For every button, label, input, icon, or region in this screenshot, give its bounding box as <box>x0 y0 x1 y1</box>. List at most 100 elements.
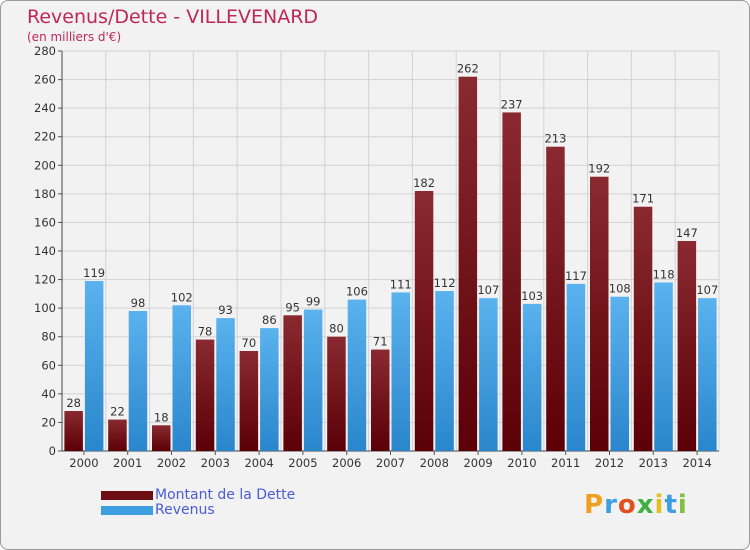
bar-revenus <box>128 311 148 451</box>
y-tick-label: 80 <box>41 330 56 344</box>
bar-revenus <box>172 305 191 451</box>
logo-letter: i <box>654 490 665 520</box>
legend-item-revenus: Revenus <box>101 502 215 518</box>
y-tick-label: 240 <box>34 101 56 115</box>
legend-swatch-debt <box>101 490 153 500</box>
y-tick-label: 120 <box>34 273 56 287</box>
x-tick-label: 2009 <box>463 456 492 470</box>
data-label-debt: 262 <box>457 62 479 76</box>
bar-debt <box>239 351 259 451</box>
x-tick-label: 2000 <box>69 456 98 470</box>
x-tick-label: 2001 <box>113 456 142 470</box>
bar-revenus <box>698 298 717 451</box>
x-tick-label: 2002 <box>157 456 186 470</box>
data-label-revenus: 98 <box>131 296 146 310</box>
bar-debt <box>64 411 83 451</box>
logo-letter: t <box>664 490 678 520</box>
y-tick-label: 200 <box>34 158 56 172</box>
data-label-debt: 28 <box>66 396 81 410</box>
data-label-debt: 171 <box>632 192 654 206</box>
bar-debt <box>633 206 653 451</box>
bar-debt <box>590 176 609 451</box>
x-tick-label: 2007 <box>376 456 405 470</box>
y-tick-label: 140 <box>34 244 56 258</box>
bar-debt <box>414 191 434 451</box>
bar-revenus <box>260 328 279 451</box>
x-tick-label: 2011 <box>551 456 580 470</box>
data-label-debt: 70 <box>242 336 257 350</box>
data-label-debt: 213 <box>544 132 566 146</box>
legend-label-debt: Montant de la Dette <box>155 487 296 503</box>
data-label-revenus: 93 <box>218 303 233 317</box>
data-label-revenus: 107 <box>477 283 499 297</box>
bar-revenus <box>654 282 673 451</box>
data-label-revenus: 108 <box>609 282 631 296</box>
x-tick-label: 2010 <box>507 456 536 470</box>
logo-letter: r <box>604 490 618 520</box>
data-label-revenus: 112 <box>434 276 456 290</box>
data-label-revenus: 117 <box>565 269 587 283</box>
y-tick-label: 160 <box>34 215 56 229</box>
x-tick-label: 2013 <box>639 456 668 470</box>
x-tick-label: 2004 <box>244 456 273 470</box>
data-label-debt: 71 <box>373 335 388 349</box>
bar-revenus <box>610 296 629 451</box>
bar-revenus <box>566 283 586 451</box>
bar-debt <box>152 425 171 451</box>
data-label-revenus: 99 <box>306 295 321 309</box>
y-tick-label: 180 <box>34 187 56 201</box>
data-label-debt: 192 <box>588 162 610 176</box>
y-tick-label: 100 <box>34 301 56 315</box>
bar-debt <box>108 419 127 451</box>
logo-letter: o <box>617 490 637 520</box>
x-tick-label: 2008 <box>420 456 449 470</box>
bar-debt <box>283 315 302 451</box>
legend-swatch-revenus <box>101 505 153 515</box>
data-label-revenus: 119 <box>83 266 105 280</box>
y-tick-label: 20 <box>41 415 56 429</box>
y-tick-label: 0 <box>49 444 56 458</box>
y-tick-label: 60 <box>41 358 56 372</box>
data-label-revenus: 102 <box>171 290 193 304</box>
chart-title: Revenus/Dette - VILLEVENARD <box>27 6 319 28</box>
bar-revenus <box>216 318 235 451</box>
data-label-revenus: 106 <box>346 285 368 299</box>
data-label-debt: 18 <box>154 410 169 424</box>
bar-revenus <box>435 291 454 451</box>
logo-letter: P <box>584 490 605 520</box>
data-label-debt: 22 <box>110 405 125 419</box>
bar-debt <box>677 241 697 451</box>
data-label-revenus: 107 <box>696 283 718 297</box>
bar-revenus <box>84 281 104 451</box>
data-label-debt: 237 <box>501 97 523 111</box>
bar-debt <box>371 349 390 451</box>
bar-revenus <box>347 299 367 451</box>
data-label-revenus: 111 <box>390 277 412 291</box>
bar-revenus <box>391 292 410 451</box>
bar-revenus <box>522 303 542 451</box>
x-tick-label: 2012 <box>595 456 624 470</box>
bar-debt <box>546 146 565 451</box>
data-label-debt: 147 <box>676 226 698 240</box>
data-label-debt: 80 <box>329 322 344 336</box>
logo-letter: x <box>636 490 655 520</box>
x-tick-label: 2003 <box>201 456 230 470</box>
y-tick-label: 220 <box>34 130 56 144</box>
legend-label-revenus: Revenus <box>155 502 215 518</box>
bar-debt <box>195 339 215 451</box>
data-label-debt: 182 <box>413 176 435 190</box>
x-tick-label: 2014 <box>682 456 711 470</box>
bar-debt <box>502 112 521 451</box>
data-label-debt: 78 <box>198 325 213 339</box>
data-label-revenus: 103 <box>521 289 543 303</box>
data-label-revenus: 118 <box>653 267 675 281</box>
bar-debt <box>327 336 346 451</box>
y-tick-label: 280 <box>34 44 56 58</box>
x-tick-label: 2005 <box>288 456 317 470</box>
data-label-revenus: 86 <box>262 313 277 327</box>
data-label-debt: 95 <box>285 300 300 314</box>
logo-letter: i <box>677 490 688 520</box>
legend-item-debt: Montant de la Dette <box>101 487 295 503</box>
